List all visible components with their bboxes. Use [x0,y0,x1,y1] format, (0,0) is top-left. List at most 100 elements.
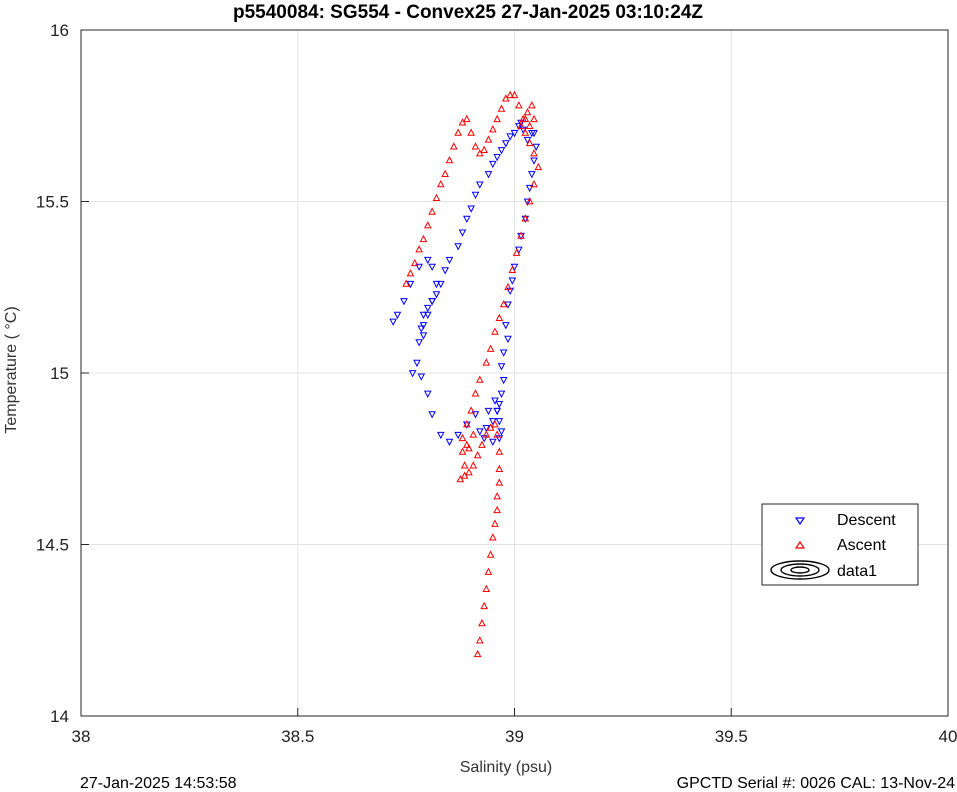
ascent-point [488,533,497,541]
descent-point [428,411,436,419]
footer-serial: GPCTD Serial #: 0026 CAL: 13-Nov-24 [677,775,955,792]
ascent-point [475,636,484,644]
ascent-point [491,420,499,428]
ascent-point [419,234,428,243]
ascent-point [486,423,495,431]
ascent-point [467,128,475,136]
descent-point [508,277,517,285]
ascent-point [471,142,480,150]
ascent-point [493,492,501,500]
ascent-point [482,584,491,592]
ascent-point [506,90,514,99]
y-tick-label: 15 [50,364,69,383]
legend-contour-icon [770,560,830,580]
ascent-point [521,128,530,136]
descent-point [432,291,441,299]
ascent-point [473,450,482,459]
ascent-point [482,358,491,366]
ascent-point [469,430,478,438]
x-tick-label: 39.5 [715,727,748,746]
ascent-point [523,107,532,116]
descent-point [428,298,436,306]
descent-point [423,390,432,398]
ascent-point [458,447,467,455]
descent-point [515,123,523,131]
descent-point [458,229,467,237]
descent-point [389,318,397,326]
descent-point [530,157,538,165]
ascent-point [415,245,423,253]
ascent-point [423,221,432,229]
y-tick-label: 14.5 [36,536,69,555]
ascent-point [475,149,484,157]
descent-point [530,130,538,138]
ascent-point [484,567,493,575]
descent-point [482,424,491,433]
footer-timestamp: 27-Jan-2025 14:53:58 [80,775,237,792]
ascent-point [458,118,467,126]
ascent-point [530,114,538,123]
x-tick-label: 38 [72,727,91,746]
ascent-point [525,138,534,147]
descent-point [423,304,432,313]
descent-point [488,438,497,446]
descent-point [499,349,508,357]
descent-point [532,143,541,151]
descent-point [488,160,497,169]
descent-point [417,373,426,381]
x-tick-label: 40 [939,727,957,746]
descent-point [441,267,449,275]
ascent-point [510,90,519,99]
ascent-point [460,471,469,479]
descent-point [417,325,426,333]
ascent-point [462,114,471,123]
descent-point [499,376,508,385]
ascent-point [458,433,467,442]
descent-point [495,418,504,426]
descent-point [436,431,445,440]
ascent-point [530,179,538,188]
descent-point [504,335,512,344]
descent-point [419,311,428,320]
legend-descent-label: Descent [837,512,896,529]
x-tick-label: 38.5 [281,727,314,746]
descent-point [471,191,480,200]
ascent-point [441,169,449,177]
descent-point [415,263,423,272]
x-axis-label: Salinity (psu) [460,759,552,776]
descent-point [419,332,428,340]
descent-point [502,322,510,330]
ascent-point [445,155,454,164]
ascent-point [491,327,499,335]
ascent-point [402,279,410,287]
descent-point [400,298,408,306]
ascent-point [493,505,501,514]
legend: Descent Ascent data1 [761,503,919,586]
ascent-point [502,94,510,102]
ascent-point [478,619,486,627]
descent-point [454,243,462,251]
descent-point [506,133,514,141]
legend-ascent-label: Ascent [837,537,886,554]
plot-frame [80,29,949,717]
x-axis-ticks: 38 38.5 39 39.5 40 [72,708,957,746]
ascent-point [471,389,480,397]
ascent-point [465,468,473,476]
ascent-point [521,214,530,222]
ascent-point [493,430,501,438]
y-tick-label: 14 [50,707,69,726]
ascent-point [534,162,543,171]
ascent-point [462,420,471,428]
ascent-point [497,104,506,112]
descent-point [419,322,428,330]
descent-point [423,256,432,265]
descent-point [493,154,501,162]
ascent-point [525,121,534,129]
ascent-point [495,464,504,472]
ascent-point [488,125,497,133]
ascent-point [436,179,445,188]
ascent-point [478,440,486,448]
descent-point [445,256,454,265]
ascent-point [517,121,525,129]
